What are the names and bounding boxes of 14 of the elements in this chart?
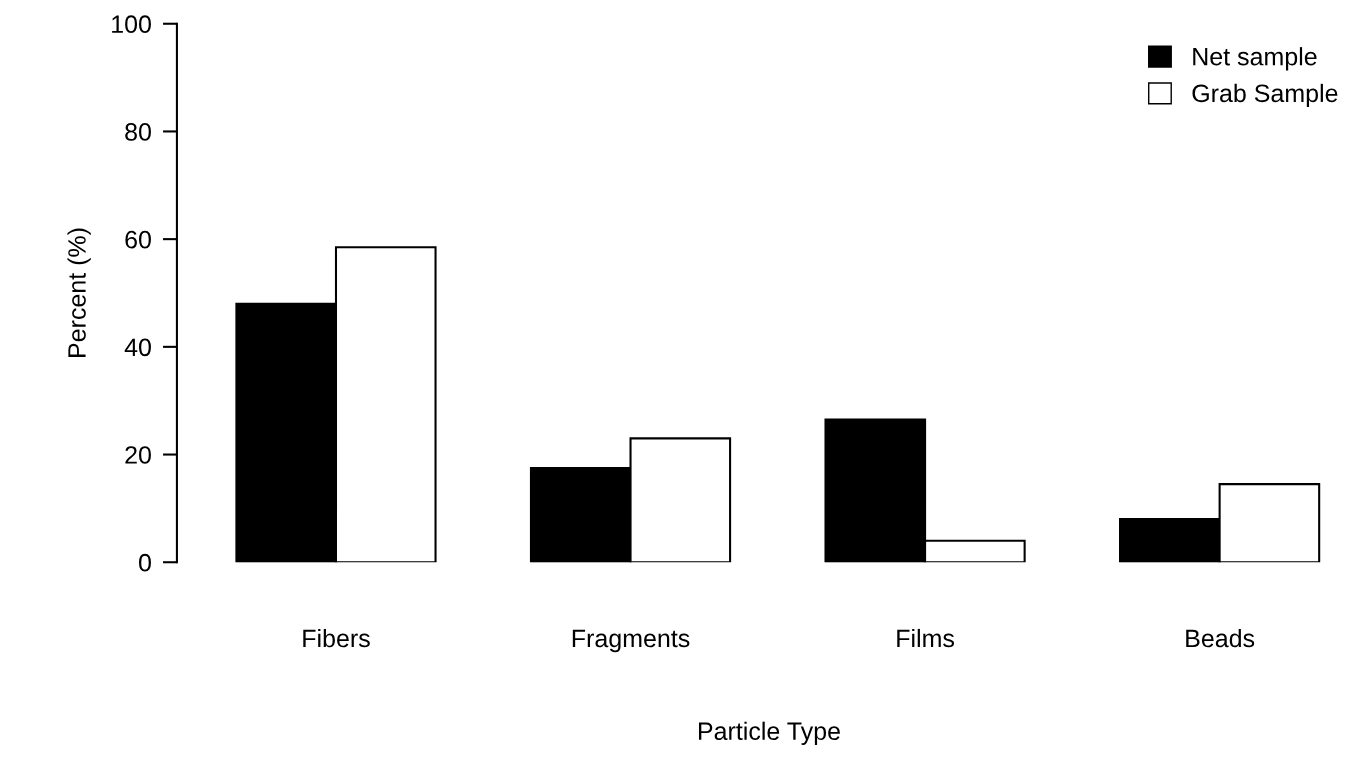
y-tick-label: 60	[125, 230, 151, 249]
y-tick-label: 100	[112, 15, 151, 34]
x-tick-label: Films	[897, 628, 955, 648]
legend-label: Net sample	[1193, 47, 1317, 71]
y-tick-label: 40	[124, 338, 151, 357]
x-tick-label: Fragments	[572, 629, 690, 653]
x-tick-label: Beads	[1186, 628, 1255, 648]
legend-label: Grab Sample	[1192, 83, 1338, 108]
x-tick-label: Fibers	[303, 628, 370, 648]
x-axis-title: Particle Type	[698, 721, 840, 745]
y-tick-label: 0	[139, 553, 151, 572]
y-axis-title: Percent (%)	[67, 228, 91, 357]
y-tick-label: 80	[125, 123, 151, 141]
y-tick-label: 20	[125, 446, 151, 464]
